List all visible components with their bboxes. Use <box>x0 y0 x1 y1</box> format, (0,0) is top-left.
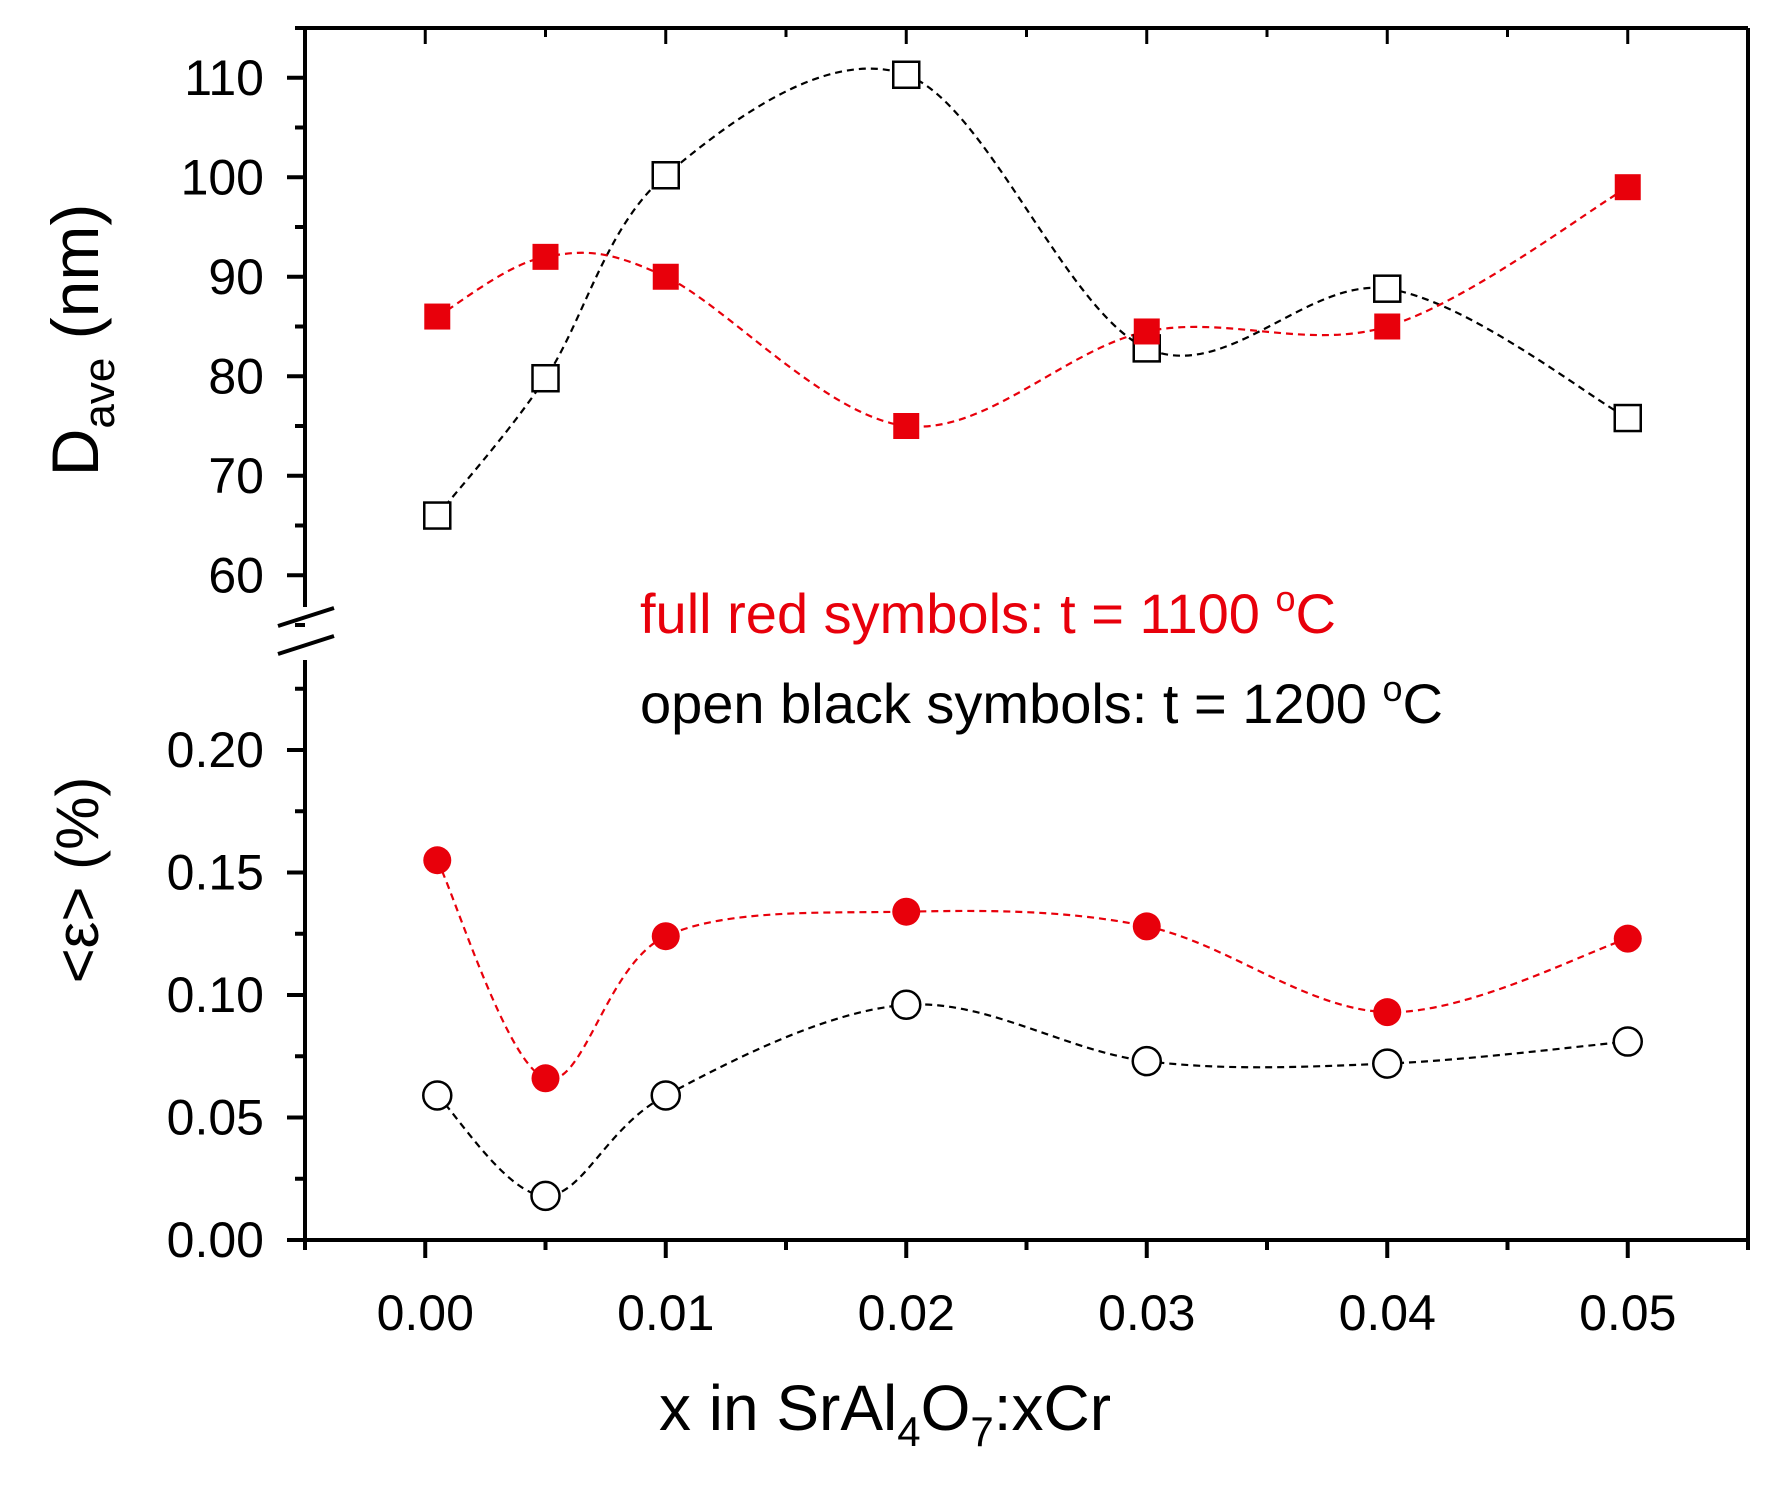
marker-circle-red <box>1132 912 1161 941</box>
y-tick-label-lower: 0.20 <box>167 722 264 778</box>
marker-circle-black <box>650 1080 681 1111</box>
y-tick-label-upper: 70 <box>208 448 264 504</box>
x-tick-label: 0.04 <box>1339 1285 1436 1341</box>
marker-circle-red <box>892 897 921 926</box>
x-axis-title: x in SrAl4O7:xCr <box>659 1372 1111 1455</box>
axis-break-mark-2 <box>277 634 335 656</box>
marker-square-red <box>1614 174 1641 201</box>
data-markers <box>422 60 1643 1212</box>
legend-black-label: open black symbols: t = 1200 oC <box>640 668 1443 735</box>
marker-circle-black <box>422 1080 453 1111</box>
marker-circle-black <box>1612 1026 1643 1057</box>
marker-circle-red <box>1613 924 1642 953</box>
y-tick-label-upper: 80 <box>208 348 264 404</box>
y-axis-upper: 60 70 80 90 100 110 <box>181 26 305 627</box>
marker-circle-black <box>530 1180 561 1212</box>
y-axis-title-upper: Dave (nm) <box>38 204 124 477</box>
marker-square-black <box>1613 403 1642 433</box>
marker-square-red <box>652 263 679 290</box>
y-tick-label-upper: 110 <box>184 50 264 106</box>
upper-curve-red <box>436 186 1629 428</box>
x-axis: 0.00 0.01 0.02 0.03 0.04 0.05 <box>303 28 1750 1341</box>
marker-square-red <box>893 413 920 439</box>
y-axis-title-lower: <ε> (%) <box>44 777 111 984</box>
y-axis-lower: 0.00 0.05 0.10 0.15 0.20 <box>167 686 305 1268</box>
marker-square-black <box>423 501 452 530</box>
y-tick-label-upper: 60 <box>208 547 264 603</box>
x-tick-label: 0.02 <box>858 1285 955 1341</box>
x-tick-label: 0.03 <box>1098 1285 1195 1341</box>
marker-circle-black <box>1372 1048 1403 1079</box>
marker-square-red <box>424 303 451 330</box>
y-tick-label-upper: 90 <box>208 249 264 305</box>
marker-square-black <box>1373 274 1402 303</box>
y-tick-label-lower: 0.00 <box>167 1212 264 1268</box>
marker-circle-black <box>891 989 922 1021</box>
y-tick-label-upper: 100 <box>181 149 264 205</box>
x-tick-label: 0.05 <box>1579 1285 1676 1341</box>
marker-circle-red <box>1373 998 1402 1027</box>
lower-curve-red <box>436 859 1629 1081</box>
marker-circle-red <box>531 1064 560 1093</box>
marker-square-black <box>892 60 921 90</box>
marker-square-red <box>1374 313 1401 340</box>
marker-square-black <box>651 161 680 190</box>
marker-square-red <box>532 243 559 270</box>
marker-circle-black <box>1131 1045 1162 1077</box>
x-tick-label: 0.00 <box>377 1285 474 1341</box>
x-tick-label: 0.01 <box>617 1285 714 1341</box>
lower-curve-black <box>436 1003 1628 1198</box>
y-tick-label-lower: 0.10 <box>167 967 264 1023</box>
marker-circle-red <box>423 846 452 875</box>
axis-break-mark-1 <box>277 606 335 628</box>
y-tick-label-lower: 0.05 <box>167 1090 264 1146</box>
marker-square-red <box>1133 318 1160 345</box>
legend-red-label: full red symbols: t = 1100 oC <box>640 578 1336 645</box>
y-tick-label-lower: 0.15 <box>167 845 264 901</box>
marker-square-black <box>531 363 560 393</box>
upper-curve-black <box>436 67 1629 517</box>
marker-circle-red <box>651 922 680 951</box>
